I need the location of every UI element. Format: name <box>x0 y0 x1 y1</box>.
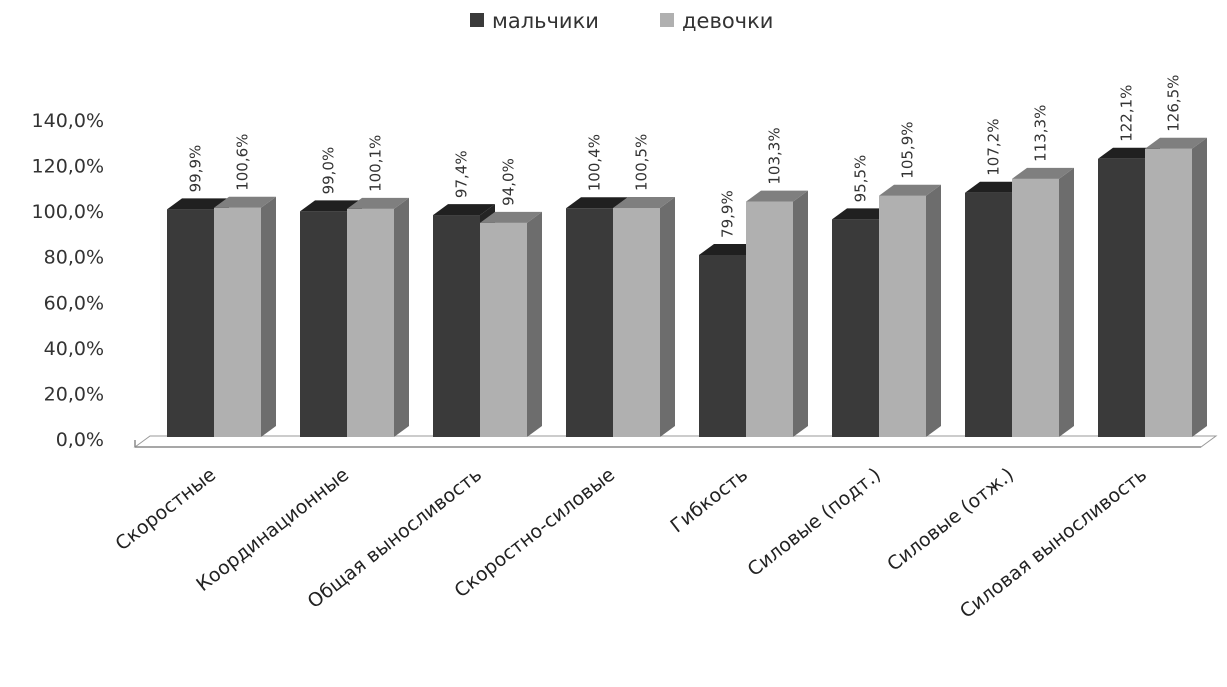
bar-top <box>433 204 495 216</box>
bar-top <box>1145 137 1207 149</box>
bar <box>1145 137 1207 437</box>
y-tick-label: 0,0% <box>56 429 104 451</box>
data-label: 100,5% <box>633 134 651 191</box>
data-label: 99,9% <box>187 145 205 193</box>
bar-front <box>167 209 214 437</box>
bar-front <box>214 207 261 437</box>
legend-label-1: мальчики <box>492 9 599 33</box>
y-tick-label: 40,0% <box>44 338 104 360</box>
bar-side <box>261 196 276 437</box>
bar-top <box>832 208 894 220</box>
y-tick-label: 80,0% <box>44 247 104 269</box>
y-tick-label: 60,0% <box>44 292 104 314</box>
bar-front <box>300 211 347 437</box>
bar-side <box>527 211 542 437</box>
y-tick-label: 100,0% <box>32 201 104 223</box>
data-label: 100,1% <box>367 135 385 192</box>
bar-top <box>480 211 542 223</box>
data-label: 103,3% <box>766 127 784 184</box>
data-label: 97,4% <box>453 150 471 198</box>
data-label: 122,1% <box>1118 85 1136 142</box>
bar-front <box>1012 178 1059 437</box>
bar-front <box>480 222 527 437</box>
legend-label-2: девочки <box>682 9 773 33</box>
bar-top <box>1098 147 1160 159</box>
bar-top <box>347 197 409 209</box>
y-tick-label: 20,0% <box>44 383 104 405</box>
legend-swatch-1 <box>470 13 484 27</box>
legend: мальчики девочки <box>470 9 773 33</box>
bar-side <box>793 190 808 437</box>
bar-top <box>214 196 276 208</box>
bars <box>167 137 1207 437</box>
bar-front <box>746 201 793 437</box>
bar <box>879 184 941 437</box>
data-label: 99,0% <box>320 147 338 195</box>
bar-top <box>167 198 229 210</box>
data-label: 100,6% <box>234 134 252 191</box>
data-labels: 99,9% 100,6% 99,0% 100,1% 97,4% 94,0% 100,4% 10… <box>187 75 1183 238</box>
bar-front <box>1098 158 1145 437</box>
legend-swatch-2 <box>660 13 674 27</box>
data-label: 94,0% <box>500 158 518 206</box>
y-tick-label: 140,0% <box>32 110 104 132</box>
bar-front <box>879 195 926 437</box>
floor-plane <box>133 435 1218 448</box>
bar-side <box>926 184 941 437</box>
data-label: 126,5% <box>1165 75 1183 132</box>
bar-side <box>1192 137 1207 437</box>
bar-top <box>1012 167 1074 179</box>
data-label: 79,9% <box>719 190 737 238</box>
bar-front <box>433 215 480 437</box>
bar-front <box>566 208 613 437</box>
bar-top <box>699 243 761 255</box>
bar-side <box>394 197 409 437</box>
bar-side <box>660 197 675 437</box>
data-label: 113,3% <box>1032 105 1050 162</box>
bar-front <box>1145 148 1192 437</box>
bar <box>613 197 675 437</box>
chart-floor <box>133 435 1218 448</box>
bar-top <box>746 190 808 202</box>
data-label: 107,2% <box>985 119 1003 176</box>
bar-top <box>879 184 941 196</box>
data-label: 100,4% <box>586 134 604 191</box>
x-tick-label: Гибкость <box>666 464 752 538</box>
x-tick-label: Силовые (подт.) <box>744 464 886 581</box>
x-tick-label: Скоростные <box>111 464 220 556</box>
y-axis: 0,0% 20,0% 40,0% 60,0% 80,0% 100,0% 120,0% 140,… <box>32 110 104 451</box>
bar <box>347 197 409 437</box>
bar-front <box>965 192 1012 437</box>
bar <box>746 190 808 437</box>
data-label: 95,5% <box>852 155 870 203</box>
bar-top <box>300 200 362 212</box>
bar <box>1012 167 1074 437</box>
bar-front <box>613 208 660 437</box>
bar-front <box>347 208 394 437</box>
bar-top <box>965 181 1027 193</box>
bar-front <box>699 254 746 437</box>
data-label: 105,9% <box>899 121 917 178</box>
bar <box>480 211 542 437</box>
bar-side <box>1059 167 1074 437</box>
bar-front <box>832 219 879 437</box>
y-tick-label: 120,0% <box>32 156 104 178</box>
x-tick-label: Силовые (отж.) <box>883 464 1018 576</box>
bar-top <box>566 197 628 209</box>
bar-top <box>613 197 675 209</box>
bar <box>214 196 276 437</box>
